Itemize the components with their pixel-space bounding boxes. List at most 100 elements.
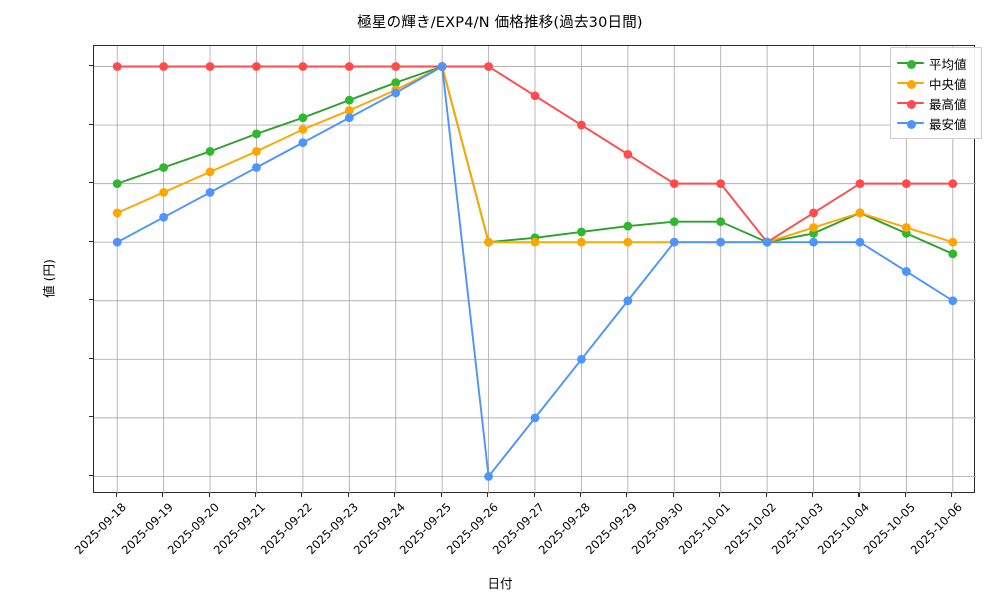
data-point — [112, 62, 122, 71]
data-point — [809, 208, 818, 218]
y-tick-mark — [89, 123, 93, 125]
data-point — [530, 413, 540, 423]
data-point — [577, 120, 586, 130]
legend-label: 最安値 — [929, 116, 967, 132]
data-point — [298, 125, 308, 134]
x-tick-mark — [719, 493, 721, 497]
data-point — [205, 147, 215, 156]
x-tick-mark — [951, 493, 953, 497]
x-tick-mark — [579, 493, 581, 497]
x-tick-mark — [626, 493, 628, 497]
data-point — [669, 237, 679, 247]
data-point — [948, 237, 958, 247]
data-point — [298, 62, 308, 71]
data-point — [391, 78, 401, 87]
x-tick-mark — [162, 493, 164, 497]
legend-item-2[interactable]: 最高値 — [897, 93, 975, 113]
legend-swatch-icon — [897, 56, 924, 70]
data-point — [252, 147, 261, 156]
data-point — [252, 62, 261, 71]
legend-item-1[interactable]: 中央値 — [897, 73, 975, 93]
data-point — [344, 95, 354, 105]
data-point — [437, 62, 447, 71]
y-tick-mark — [89, 474, 93, 477]
x-tick-mark — [858, 493, 860, 497]
data-point — [948, 179, 958, 189]
data-point — [855, 237, 865, 247]
data-point — [391, 88, 401, 98]
x-tick-mark — [394, 493, 396, 497]
x-tick-mark — [208, 493, 210, 497]
chart-title: 極星の輝き/EXP4/N 価格推移(過去30日間) — [357, 15, 643, 31]
x-tick-mark — [301, 493, 303, 497]
y-tick-mark — [89, 416, 93, 418]
data-point — [855, 179, 865, 189]
legend-swatch-icon — [897, 76, 924, 90]
data-point — [530, 237, 540, 247]
data-point — [252, 163, 261, 172]
data-point — [577, 227, 586, 237]
data-point — [298, 138, 308, 148]
legend-swatch-icon — [897, 116, 924, 130]
data-point — [948, 296, 958, 306]
data-point — [159, 212, 169, 222]
data-point — [901, 179, 911, 189]
y-tick-mark — [89, 299, 93, 301]
x-tick-mark — [672, 493, 674, 497]
data-point — [344, 113, 354, 123]
data-point — [159, 163, 169, 172]
data-point — [762, 237, 772, 247]
x-tick-mark — [765, 493, 767, 497]
legend-swatch-icon — [897, 96, 924, 110]
data-point — [948, 249, 958, 259]
plot-svg — [94, 46, 976, 494]
x-tick-mark — [440, 493, 442, 497]
data-point — [901, 223, 911, 232]
y-tick-mark — [89, 240, 93, 242]
y-axis-label: 値 (円) — [41, 259, 57, 298]
data-point — [577, 354, 586, 364]
data-point — [344, 106, 354, 115]
data-point — [205, 167, 215, 177]
data-point — [623, 237, 633, 247]
data-point — [484, 62, 493, 71]
plot-area — [93, 45, 976, 494]
data-point — [298, 113, 308, 123]
data-point — [623, 221, 633, 231]
data-point — [530, 91, 540, 101]
data-point — [577, 237, 586, 247]
data-point — [901, 267, 911, 276]
legend-item-0[interactable]: 平均値 — [897, 53, 975, 73]
legend-item-3[interactable]: 最安値 — [897, 113, 975, 133]
x-tick-mark — [533, 493, 535, 497]
x-tick-mark — [904, 493, 906, 497]
data-point — [809, 237, 818, 247]
data-point — [391, 62, 401, 71]
data-point — [484, 237, 493, 247]
data-point — [112, 179, 122, 189]
data-point — [484, 472, 493, 481]
data-point — [623, 296, 633, 306]
legend: 平均値 中央値 最高値最安値 — [890, 47, 982, 139]
data-point — [344, 62, 354, 71]
data-point — [623, 149, 633, 159]
x-tick-mark — [347, 493, 349, 497]
data-point — [855, 208, 865, 218]
data-point — [809, 223, 818, 232]
legend-label: 平均値 — [929, 56, 967, 72]
x-tick-mark — [487, 493, 489, 497]
y-tick-mark — [89, 64, 93, 67]
x-axis-label: 日付 — [487, 576, 513, 591]
data-point — [205, 62, 215, 71]
x-tick-mark — [115, 493, 117, 497]
data-point — [252, 129, 261, 139]
data-point — [205, 188, 215, 197]
data-point — [112, 208, 122, 218]
data-point — [716, 237, 726, 247]
data-point — [669, 217, 679, 227]
data-point — [716, 179, 726, 189]
x-tick-mark — [254, 493, 257, 497]
data-point — [112, 237, 122, 247]
data-point — [669, 179, 679, 189]
